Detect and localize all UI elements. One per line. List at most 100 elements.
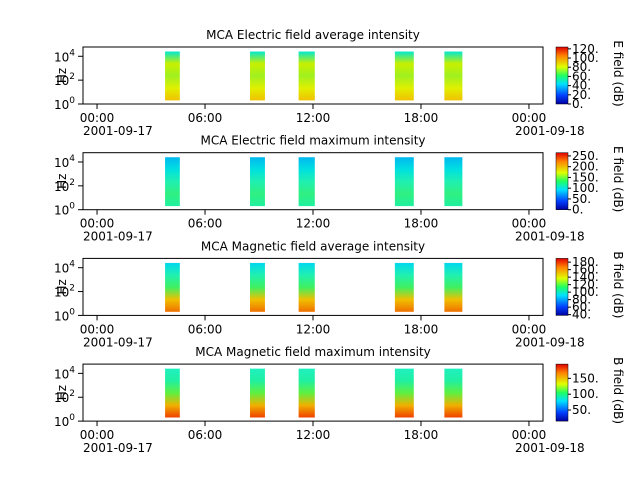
x-tick-label: 06:00 — [188, 322, 223, 336]
y-tick-exponent: 4 — [69, 48, 75, 58]
data-segment — [394, 51, 414, 101]
x-tick-label: 12:00 — [296, 322, 331, 336]
colorbar-tick-label: 0. — [572, 203, 583, 217]
colorbar-tick-label: 20. — [572, 88, 591, 102]
colorbar-label: B field (dB) — [611, 251, 625, 318]
x-tick-label: 00:00 — [80, 322, 115, 336]
y-tick-base: 10 — [54, 204, 69, 218]
y-tick-label: 100 — [54, 202, 75, 218]
x-tick-label: 00:00 — [512, 217, 547, 231]
colorbar-label: E field (dB) — [611, 146, 625, 212]
y-tick-label: 104 — [54, 154, 75, 170]
colorbar-tick-label: 180. — [572, 255, 599, 269]
panel: MCA Electric field average intensity 00:0… — [54, 28, 625, 138]
colorbar-tick-label: 50. — [572, 403, 591, 417]
x-tick-label: 00:00 — [80, 111, 115, 125]
y-tick-exponent: 0 — [69, 96, 75, 106]
y-tick-label: 104 — [54, 260, 75, 276]
colorbar-tick-label: 200. — [572, 160, 599, 174]
y-axis-label: Hz — [55, 174, 69, 189]
colorbar-tick-label: 80. — [572, 60, 591, 74]
y-tick-base: 10 — [54, 262, 69, 276]
colorbar-tick-label: 150. — [572, 371, 599, 385]
y-tick-exponent: 4 — [69, 154, 75, 164]
colorbar-tick-label: 60. — [572, 300, 591, 314]
y-tick-exponent: 0 — [69, 307, 75, 317]
date-label: 2001-09-18 — [515, 441, 585, 455]
colorbar — [555, 258, 569, 316]
colorbar-tick-label: 50. — [572, 192, 591, 206]
colorbar-tick-label: 100. — [572, 387, 599, 401]
colorbar-tick-label: 120. — [572, 42, 599, 56]
x-tick-label: 18:00 — [404, 111, 439, 125]
y-tick-label: 104 — [54, 48, 75, 64]
x-tick-label: 12:00 — [296, 111, 331, 125]
colorbar-tick-label: 100. — [572, 181, 599, 195]
colorbar-tick-label: 250. — [572, 149, 599, 163]
data-segment — [165, 262, 180, 312]
panel-title: MCA Electric field average intensity — [206, 28, 420, 42]
y-tick-base: 10 — [54, 367, 69, 381]
y-tick-label: 102 — [54, 284, 75, 300]
data-segment — [165, 157, 180, 207]
x-tick-label: 18:00 — [404, 428, 439, 442]
data-segment — [250, 368, 265, 418]
date-label: 2001-09-18 — [515, 124, 585, 138]
panel: MCA Electric field maximum intensity 00:0… — [54, 134, 625, 244]
y-tick-base: 10 — [54, 309, 69, 323]
x-tick-label: 18:00 — [404, 217, 439, 231]
y-axis-label: Hz — [55, 279, 69, 294]
x-tick-label: 12:00 — [296, 428, 331, 442]
x-tick-label: 12:00 — [296, 217, 331, 231]
y-tick-exponent: 4 — [69, 365, 75, 375]
x-tick-label: 00:00 — [512, 322, 547, 336]
date-label: 2001-09-17 — [83, 124, 153, 138]
date-label: 2001-09-18 — [515, 335, 585, 349]
colorbar-tick-label: 40. — [572, 79, 591, 93]
y-tick-label: 100 — [54, 413, 75, 429]
x-tick-label: 00:00 — [512, 111, 547, 125]
colorbar-tick-label: 60. — [572, 69, 591, 83]
y-tick-label: 104 — [54, 365, 75, 381]
panel-title: MCA Electric field maximum intensity — [200, 134, 425, 148]
y-tick-label: 102 — [54, 178, 75, 194]
colorbar — [555, 152, 569, 210]
y-tick-exponent: 0 — [69, 413, 75, 423]
x-tick-label: 00:00 — [512, 428, 547, 442]
data-segment — [444, 157, 463, 207]
data-segment — [444, 262, 463, 312]
data-segment — [250, 157, 265, 207]
date-label: 2001-09-18 — [515, 230, 585, 244]
y-tick-exponent: 2 — [69, 389, 75, 399]
colorbar — [555, 46, 569, 105]
y-tick-label: 102 — [54, 389, 75, 405]
panel: MCA Magnetic field maximum intensity 00:0… — [54, 345, 625, 455]
date-label: 2001-09-17 — [83, 335, 153, 349]
y-tick-label: 102 — [54, 72, 75, 88]
data-segment — [250, 51, 265, 101]
data-segment — [298, 368, 315, 418]
y-tick-exponent: 0 — [69, 202, 75, 212]
y-tick-base: 10 — [54, 156, 69, 170]
data-segment — [394, 157, 414, 207]
y-tick-base: 10 — [54, 98, 69, 112]
x-tick-label: 06:00 — [188, 428, 223, 442]
date-label: 2001-09-17 — [83, 230, 153, 244]
colorbar-tick-label: 0. — [572, 97, 583, 111]
date-label: 2001-09-17 — [83, 441, 153, 455]
x-tick-label: 00:00 — [80, 428, 115, 442]
panel-title: MCA Magnetic field maximum intensity — [195, 345, 431, 359]
y-tick-label: 100 — [54, 96, 75, 112]
y-tick-exponent: 4 — [69, 260, 75, 270]
y-tick-base: 10 — [54, 391, 69, 405]
y-tick-base: 10 — [54, 286, 69, 300]
colorbar-label: B field (dB) — [611, 357, 625, 424]
data-segment — [298, 157, 315, 207]
x-tick-label: 06:00 — [188, 111, 223, 125]
data-segment — [444, 368, 463, 418]
data-segment — [298, 51, 315, 101]
y-tick-base: 10 — [54, 50, 69, 64]
colorbar-tick-label: 120. — [572, 278, 599, 292]
y-tick-base: 10 — [54, 415, 69, 429]
y-tick-exponent: 2 — [69, 178, 75, 188]
